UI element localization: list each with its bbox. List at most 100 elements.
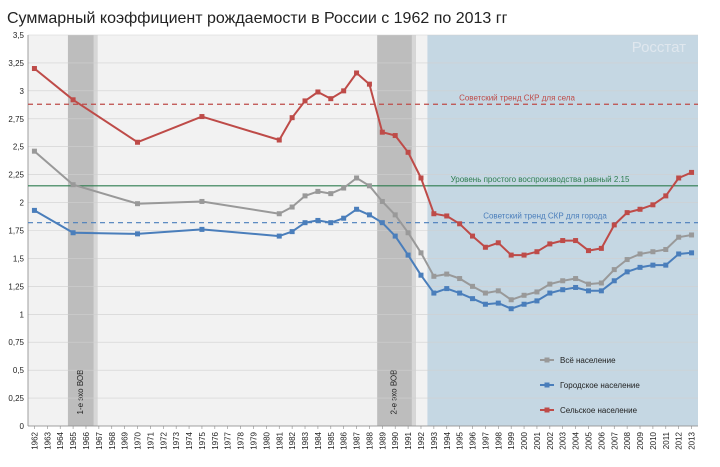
x-tick-label: 1991 <box>404 431 413 449</box>
data-point <box>509 306 514 311</box>
y-tick-label: 1,25 <box>8 282 24 291</box>
data-point <box>483 302 488 307</box>
data-point <box>315 189 320 194</box>
data-point <box>431 211 436 216</box>
reference-line-label: Советский тренд СКР для села <box>459 93 575 102</box>
x-tick-label: 2000 <box>520 431 529 449</box>
x-tick-label: 1985 <box>327 431 336 449</box>
data-point <box>406 150 411 155</box>
data-point <box>406 230 411 235</box>
reference-line-label: Уровень простого воспроизводства равный … <box>451 175 630 184</box>
x-tick-label: 1978 <box>237 431 246 449</box>
y-tick-label: 3,25 <box>8 59 24 68</box>
x-tick-label: 1986 <box>340 431 349 449</box>
x-tick-label: 1987 <box>353 431 362 449</box>
data-point <box>663 247 668 252</box>
y-tick-label: 3 <box>20 87 25 96</box>
source-label: Росстат <box>632 39 686 56</box>
data-point <box>457 276 462 281</box>
x-tick-label: 2005 <box>584 431 593 449</box>
data-point <box>71 182 76 187</box>
data-point <box>496 301 501 306</box>
data-point <box>650 263 655 268</box>
data-point <box>341 216 346 221</box>
data-point <box>638 251 643 256</box>
data-point <box>560 238 565 243</box>
data-point <box>599 246 604 251</box>
data-point <box>457 221 462 226</box>
x-tick-label: 1988 <box>365 431 374 449</box>
data-point <box>303 193 308 198</box>
data-point <box>418 250 423 255</box>
data-point <box>638 265 643 270</box>
data-point <box>367 82 372 87</box>
x-tick-label: 1968 <box>108 431 117 449</box>
data-point <box>393 212 398 217</box>
data-point <box>625 257 630 262</box>
data-point <box>32 149 37 154</box>
x-tick-label: 1964 <box>56 431 65 449</box>
x-tick-label: 1977 <box>224 431 233 449</box>
x-tick-label: 1981 <box>275 431 284 449</box>
data-point <box>547 282 552 287</box>
y-tick-label: 2,25 <box>8 171 24 180</box>
data-point <box>522 302 527 307</box>
data-point <box>638 207 643 212</box>
data-point <box>328 96 333 101</box>
y-tick-label: 1,75 <box>8 227 24 236</box>
x-tick-label: 1990 <box>391 431 400 449</box>
x-tick-label: 1966 <box>82 431 91 449</box>
x-tick-label: 1995 <box>456 431 465 449</box>
data-point <box>483 245 488 250</box>
legend-marker <box>545 383 550 388</box>
x-tick-label: 1965 <box>69 431 78 449</box>
data-point <box>341 88 346 93</box>
data-point <box>650 249 655 254</box>
data-point <box>625 210 630 215</box>
data-point <box>277 211 282 216</box>
x-tick-label: 1962 <box>30 431 39 449</box>
y-tick-label: 0,25 <box>8 394 24 403</box>
data-point <box>367 212 372 217</box>
x-tick-label: 1971 <box>146 431 155 449</box>
legend-marker <box>545 358 550 363</box>
data-point <box>573 276 578 281</box>
reference-line-label: Советский тренд СКР для города <box>483 212 607 221</box>
data-point <box>135 231 140 236</box>
data-point <box>522 293 527 298</box>
x-tick-label: 1972 <box>159 431 168 449</box>
data-point <box>470 284 475 289</box>
y-tick-label: 1 <box>20 310 25 319</box>
data-point <box>71 97 76 102</box>
x-tick-label: 1997 <box>481 431 490 449</box>
data-point <box>676 251 681 256</box>
data-point <box>418 175 423 180</box>
x-tick-label: 1994 <box>443 431 452 449</box>
data-point <box>522 253 527 258</box>
data-point <box>509 297 514 302</box>
data-point <box>303 220 308 225</box>
data-point <box>676 235 681 240</box>
data-point <box>534 289 539 294</box>
x-tick-label: 1975 <box>198 431 207 449</box>
x-tick-label: 1976 <box>211 431 220 449</box>
data-point <box>663 263 668 268</box>
data-point <box>354 207 359 212</box>
x-tick-label: 2009 <box>636 431 645 449</box>
data-point <box>534 298 539 303</box>
data-point <box>277 138 282 143</box>
data-point <box>534 249 539 254</box>
x-tick-label: 1989 <box>378 431 387 449</box>
x-tick-label: 1999 <box>507 431 516 449</box>
data-point <box>470 296 475 301</box>
x-tick-label: 2011 <box>662 431 671 449</box>
data-point <box>560 287 565 292</box>
x-tick-label: 2008 <box>623 431 632 449</box>
x-tick-label: 2007 <box>610 431 619 449</box>
x-tick-label: 2003 <box>559 431 568 449</box>
data-point <box>650 202 655 207</box>
echo-band-label: 1-е эхо ВОВ <box>76 370 85 415</box>
data-point <box>586 248 591 253</box>
x-tick-label: 2012 <box>675 431 684 449</box>
data-point <box>573 285 578 290</box>
